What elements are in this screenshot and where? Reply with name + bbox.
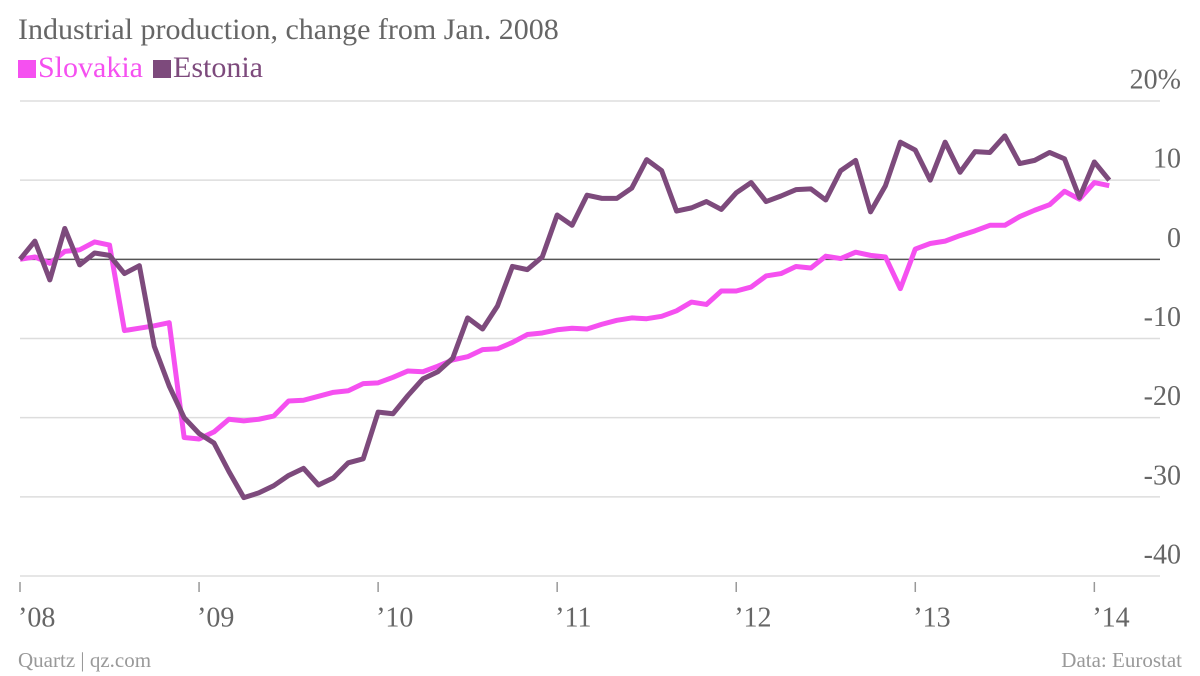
- y-tick-label: 10: [1153, 144, 1181, 175]
- x-tick-label: ’12: [734, 602, 771, 633]
- y-tick-label: 0: [1167, 223, 1181, 254]
- legend-label: Estonia: [173, 51, 263, 84]
- source: Quartz | qz.com: [18, 648, 151, 672]
- x-tick-label: ’11: [555, 602, 591, 633]
- legend-swatch: [153, 60, 171, 78]
- x-tick-label: ’13: [913, 602, 950, 633]
- x-tick-label: ’14: [1092, 602, 1129, 633]
- line-estonia: [18, 133, 1112, 501]
- legend-label: Slovakia: [38, 51, 143, 84]
- x-tick-label: ’08: [18, 602, 55, 633]
- chart-title: Industrial production, change from Jan. …: [18, 13, 559, 46]
- y-tick-label: -20: [1144, 381, 1181, 412]
- x-tick-label: ’10: [376, 602, 413, 633]
- y-tick-label: -10: [1144, 302, 1181, 333]
- y-tick-label: 20%: [1130, 64, 1181, 95]
- y-tick-label: -40: [1144, 539, 1181, 570]
- y-tick-label: -30: [1144, 460, 1181, 491]
- x-tick-label: ’09: [197, 602, 234, 633]
- credit: Data: Eurostat: [1061, 648, 1182, 672]
- legend-swatch: [18, 60, 36, 78]
